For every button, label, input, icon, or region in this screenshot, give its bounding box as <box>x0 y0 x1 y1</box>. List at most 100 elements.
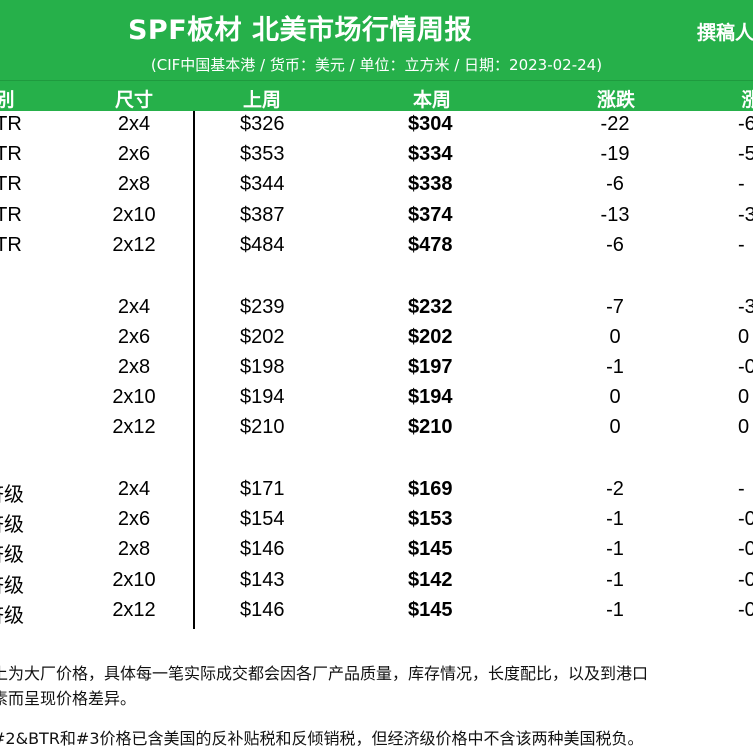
col-header-change: 涨跌 <box>596 89 635 111</box>
table-divider <box>193 111 195 629</box>
cell-pct-change: -3 <box>738 295 753 318</box>
cell-pct-change: 0 <box>738 416 750 439</box>
cell-last-week-price: $198 <box>240 355 285 378</box>
cell-pct-change: -3 <box>738 203 753 226</box>
table-row: 济级 2x4 $171 $169 -2 - <box>0 476 753 506</box>
table-row: 3TR 2x10 $387 $374 -13 -3 <box>0 202 753 232</box>
cell-category: 3TR <box>0 203 22 226</box>
cell-last-week-price: $171 <box>240 478 285 500</box>
cell-change: -7 <box>606 295 624 318</box>
cell-category: 济级 <box>0 544 24 567</box>
cell-change: 0 <box>609 386 621 409</box>
cell-size: 2x4 <box>117 113 151 135</box>
cell-this-week-price: $210 <box>408 416 453 439</box>
table-row: 3TR 2x6 $353 $334 -19 -5 <box>0 141 753 171</box>
cell-size: 2x8 <box>117 173 151 196</box>
cell-this-week-price: $232 <box>408 295 453 318</box>
table-row: 济级 2x8 $146 $145 -1 -0 <box>0 536 753 566</box>
cell-change: -19 <box>600 143 630 166</box>
col-header-size: 尺寸 <box>114 89 153 111</box>
cell-change: -1 <box>606 568 624 591</box>
cell-last-week-price: $154 <box>240 508 285 531</box>
cell-change: -1 <box>606 538 624 561</box>
table-row: 2x8 $198 $197 -1 -0 <box>0 354 753 384</box>
col-header-pct: 涨 <box>741 89 753 111</box>
cell-category: 3TR <box>0 173 22 196</box>
cell-change: -22 <box>600 113 630 135</box>
cell-pct-change: - <box>738 173 745 196</box>
cell-this-week-price: $194 <box>408 386 453 409</box>
table-row: 2x12 $210 $210 0 0 <box>0 414 753 444</box>
cell-this-week-price: $145 <box>408 538 453 561</box>
cell-this-week-price: $304 <box>408 113 453 135</box>
cell-category: 济级 <box>0 514 24 537</box>
author-label: 撰稿人 <box>697 22 753 44</box>
table-row: 济级 2x6 $154 $153 -1 -0 <box>0 506 753 536</box>
cell-last-week-price: $344 <box>240 173 285 196</box>
cell-pct-change: 0 <box>738 386 750 409</box>
table-row: 2x6 $202 $202 0 0 <box>0 324 753 354</box>
cell-last-week-price: $146 <box>240 598 285 621</box>
cell-this-week-price: $169 <box>408 478 453 500</box>
cell-this-week-price: $202 <box>408 325 453 348</box>
table-row: 2x10 $194 $194 0 0 <box>0 384 753 414</box>
cell-last-week-price: $353 <box>240 143 285 166</box>
cell-this-week-price: $478 <box>408 233 453 256</box>
cell-size: 2x12 <box>112 598 156 621</box>
cell-pct-change: - <box>738 478 745 500</box>
cell-change: -1 <box>606 598 624 621</box>
cell-pct-change: - <box>738 233 745 256</box>
footnote-line: 上为大厂价格，具体每一笔实际成交都会因各厂产品质量，库存情况，长度配比，以及到港… <box>0 664 649 683</box>
cell-pct-change: -6 <box>738 113 753 135</box>
cell-last-week-price: $239 <box>240 295 285 318</box>
cell-size: 2x10 <box>112 568 156 591</box>
table-row: 3TR 2x4 $326 $304 -22 -6 <box>0 111 753 141</box>
cell-category: 济级 <box>0 604 24 627</box>
table-row: 济级 2x10 $143 $142 -1 -0 <box>0 567 753 597</box>
table-row: 2x4 $239 $232 -7 -3 <box>0 294 753 324</box>
cell-change: -1 <box>606 508 624 531</box>
cell-this-week-price: $142 <box>408 568 453 591</box>
cell-size: 2x4 <box>117 478 151 500</box>
cell-size: 2x6 <box>117 325 151 348</box>
report-header: SPF板材 北美市场行情周报 撰稿人 (CIF中国基本港 / 货币：美元 / 单… <box>0 0 753 80</box>
cell-pct-change: -5 <box>738 143 753 166</box>
cell-this-week-price: $197 <box>408 355 453 378</box>
cell-last-week-price: $326 <box>240 113 285 135</box>
cell-change: 0 <box>609 416 621 439</box>
report-subtitle: (CIF中国基本港 / 货币：美元 / 单位：立方米 / 日期：2023-02-… <box>150 56 603 74</box>
cell-category: 济级 <box>0 484 24 506</box>
table-header: 别 尺寸 上周 本周 涨跌 涨 <box>0 80 753 111</box>
col-header-this-week: 本周 <box>412 89 451 111</box>
cell-pct-change: 0 <box>738 325 750 348</box>
cell-size: 2x6 <box>117 143 151 166</box>
cell-category: 3TR <box>0 233 22 256</box>
cell-category: 3TR <box>0 113 22 135</box>
cell-change: -2 <box>606 478 624 500</box>
cell-this-week-price: $153 <box>408 508 453 531</box>
table-row: 3TR 2x8 $344 $338 -6 - <box>0 171 753 201</box>
col-header-last-week: 上周 <box>242 89 281 111</box>
footnote-line: #2&BTR和#3价格已含美国的反补贴税和反倾销税，但经济级价格中不含该两种美国… <box>0 729 644 748</box>
cell-this-week-price: $334 <box>408 143 453 166</box>
cell-size: 2x8 <box>117 355 151 378</box>
cell-this-week-price: $374 <box>408 203 453 226</box>
cell-change: -6 <box>606 173 624 196</box>
cell-this-week-price: $145 <box>408 598 453 621</box>
report-title: SPF板材 北美市场行情周报 <box>127 15 473 46</box>
cell-last-week-price: $387 <box>240 203 285 226</box>
cell-size: 2x12 <box>112 233 156 256</box>
cell-change: -6 <box>606 233 624 256</box>
cell-last-week-price: $194 <box>240 386 285 409</box>
cell-size: 2x12 <box>112 416 156 439</box>
cell-size: 2x10 <box>112 386 156 409</box>
cell-last-week-price: $202 <box>240 325 285 348</box>
cell-size: 2x6 <box>117 508 151 531</box>
cell-size: 2x8 <box>117 538 151 561</box>
cell-this-week-price: $338 <box>408 173 453 196</box>
col-header-category: 别 <box>0 89 15 111</box>
cell-category: 3TR <box>0 143 22 166</box>
cell-size: 2x10 <box>112 203 156 226</box>
cell-pct-change: -0 <box>738 508 753 531</box>
cell-category: 济级 <box>0 574 24 597</box>
